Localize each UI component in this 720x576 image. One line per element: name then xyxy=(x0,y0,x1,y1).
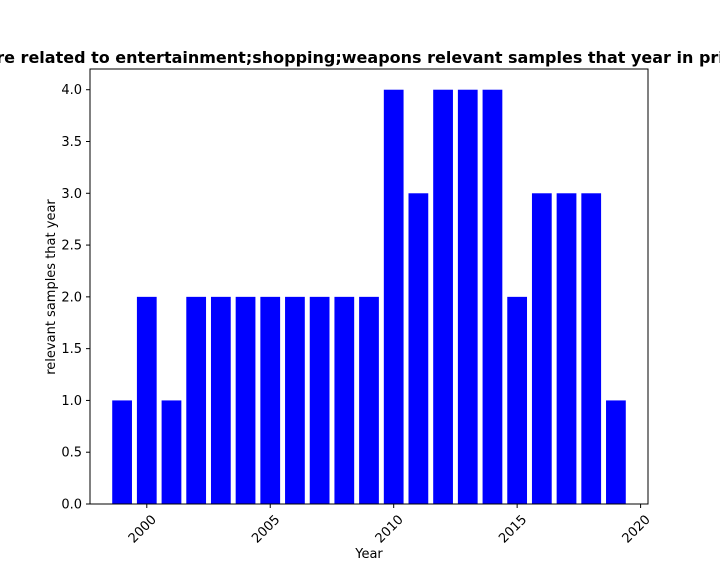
bar-2003 xyxy=(210,296,231,504)
y-tick-label: 4.0 xyxy=(61,83,82,98)
x-axis-ticks: 2000 2005 2010 2015 2020 xyxy=(126,504,654,546)
x-tick-label: 2015 xyxy=(496,512,530,546)
y-tick-label: 1.0 xyxy=(61,394,82,409)
bar-1999 xyxy=(112,400,132,504)
x-tick-label: 2000 xyxy=(126,512,160,546)
bar-2000 xyxy=(136,296,157,504)
y-tick-label: 1.5 xyxy=(61,342,82,357)
y-axis-ticks: 0.0 0.5 1.0 1.5 2.0 2.5 3.0 3.5 4.0 xyxy=(61,83,90,513)
x-axis-label: Year xyxy=(354,547,383,562)
chart-title: ...re related to entertainment;shopping;… xyxy=(0,48,720,67)
bar-2006 xyxy=(285,296,305,504)
bar-2002 xyxy=(186,296,207,504)
x-tick-label: 2020 xyxy=(620,512,654,546)
x-tick-label: 2005 xyxy=(249,512,283,546)
y-axis-label: relevant samples that year xyxy=(44,199,59,375)
bar-2009 xyxy=(359,296,379,504)
bar-2008 xyxy=(334,296,355,504)
bar-2007 xyxy=(309,296,330,504)
bars-group xyxy=(112,89,626,505)
bar-2019 xyxy=(606,400,626,504)
plot-frame xyxy=(89,68,649,505)
bar-2013 xyxy=(457,89,478,504)
bar-2018 xyxy=(581,193,602,505)
y-tick-label: 3.0 xyxy=(61,187,82,202)
bar-2010 xyxy=(383,89,404,504)
y-tick-label: 0.5 xyxy=(61,446,82,461)
y-tick-label: 2.0 xyxy=(61,290,82,305)
bar-2017 xyxy=(556,193,577,505)
bar-2012 xyxy=(433,89,453,504)
bar-2011 xyxy=(408,193,429,505)
bar-2014 xyxy=(482,89,503,504)
y-tick-label: 2.5 xyxy=(61,239,82,254)
bar-2004 xyxy=(235,296,256,504)
y-tick-label: 3.5 xyxy=(61,135,82,150)
y-tick-label: 0.0 xyxy=(61,498,82,513)
bar-2015 xyxy=(507,296,528,504)
bar-2001 xyxy=(161,400,182,504)
bar-2005 xyxy=(260,296,281,504)
bar-2016 xyxy=(531,193,552,505)
x-tick-label: 2010 xyxy=(373,512,407,546)
